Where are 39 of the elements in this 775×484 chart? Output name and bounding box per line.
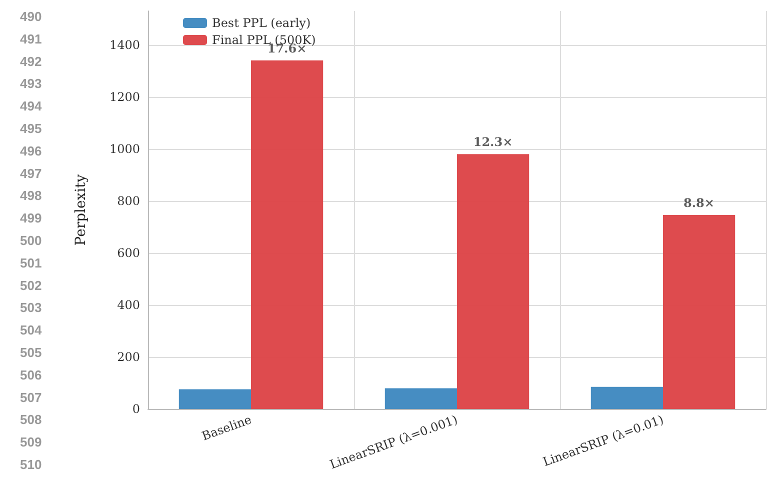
y-tick-label: 200 [117, 350, 140, 364]
text: 508 [20, 412, 42, 428]
text: 496 [20, 143, 42, 158]
y-tick-label: 600 [117, 246, 140, 260]
text: 500 [20, 233, 42, 248]
text: 493 [20, 76, 42, 92]
legend-label: Best PPL (early) [212, 16, 311, 30]
text: 490 [20, 9, 42, 24]
text: 501 [20, 255, 42, 270]
y-tick-label: 1200 [109, 90, 140, 104]
text: 506 [20, 367, 42, 382]
annotation: 8.8× [684, 196, 714, 210]
text: 502 [20, 278, 42, 293]
text: 498 [20, 188, 42, 204]
y-tick-label: 800 [117, 194, 140, 208]
text: 497 [20, 166, 42, 181]
text: 503 [20, 300, 42, 316]
y-tick-label: 1400 [109, 38, 140, 52]
text: 491 [20, 31, 42, 46]
bar [590, 386, 663, 409]
text: 505 [20, 345, 42, 360]
bar [457, 154, 530, 409]
y-tick-label: 0 [132, 402, 140, 416]
bar [251, 60, 324, 409]
bar [663, 214, 736, 409]
text: 499 [20, 210, 42, 226]
y-axis-title: Perplexity [73, 174, 89, 246]
y-tick-label: 400 [117, 298, 140, 312]
bar [178, 389, 251, 409]
y-tick-label: 1000 [109, 142, 140, 156]
text: 504 [20, 322, 42, 338]
text: 509 [20, 434, 42, 450]
text: 510 [20, 457, 42, 472]
text: 492 [20, 54, 42, 69]
bar [384, 388, 457, 409]
text: 494 [20, 98, 42, 114]
text: 495 [20, 121, 42, 136]
annotation: 12.3× [473, 135, 513, 150]
text: 507 [20, 390, 42, 405]
